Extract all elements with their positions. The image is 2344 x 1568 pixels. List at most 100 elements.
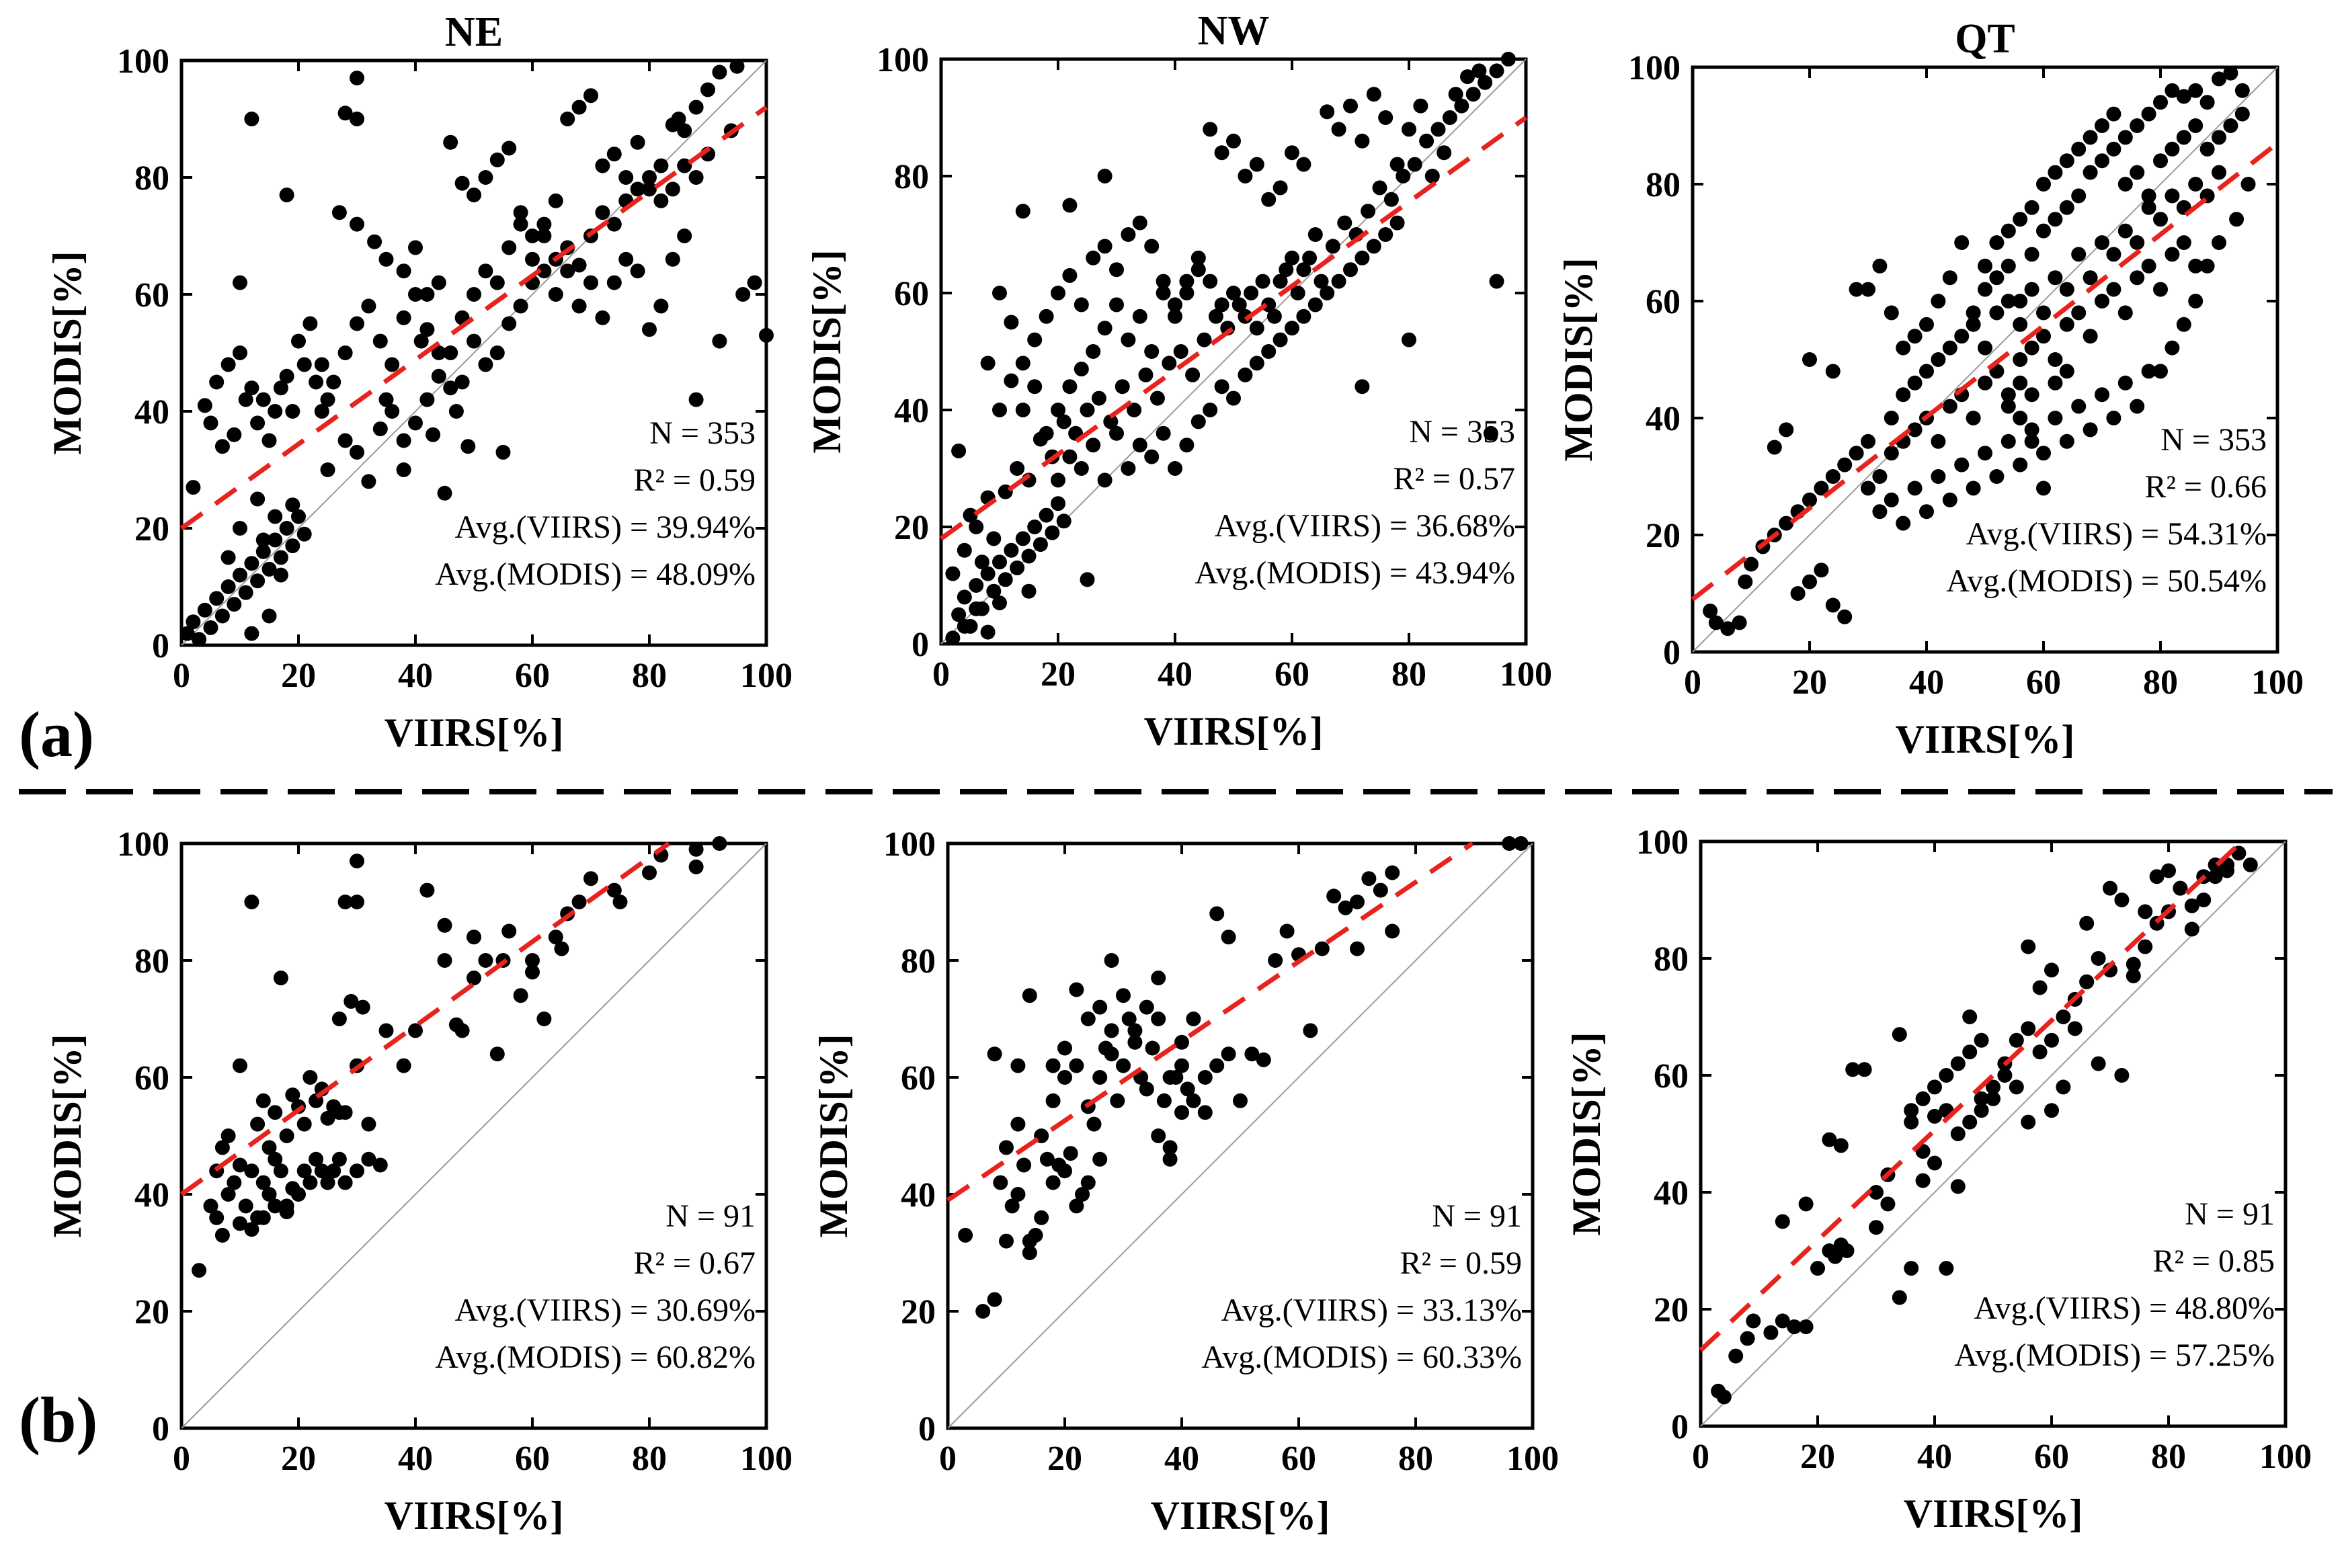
data-point [2126,956,2141,972]
data-point [1907,481,1923,496]
data-point [969,578,984,593]
data-point [1238,367,1253,382]
data-point [1839,1243,1855,1258]
data-point [1763,1325,1779,1340]
data-point [1355,250,1370,265]
data-point [1703,604,1718,619]
y-axis-label: MODIS[%] [811,1034,856,1237]
data-point [642,322,657,337]
data-point [1045,1175,1061,1190]
data-point [203,1198,218,1214]
data-point [443,380,458,396]
data-point [1314,274,1329,289]
data-point [1162,1070,1178,1085]
data-point [1285,145,1299,161]
data-point [2059,200,2074,215]
data-point [1180,1081,1195,1097]
y-tick-label: 40 [894,392,929,430]
data-point [1086,250,1101,265]
data-point [419,287,435,302]
data-point [2071,305,2087,321]
data-point [2024,422,2039,438]
data-point [2176,235,2191,250]
data-point [2059,364,2074,379]
data-point [1110,1093,1125,1108]
data-point [1296,157,1311,172]
data-point [2165,141,2180,157]
data-point [1279,262,1294,278]
data-point [980,624,996,640]
data-point [513,298,528,314]
data-point [653,158,669,173]
stats-line: R² = 0.66 [2145,469,2267,505]
data-point [1156,274,1171,289]
data-point [1039,425,1054,441]
data-point [1740,1331,1755,1346]
data-point [1069,1058,1084,1073]
data-point [2024,282,2039,297]
data-point [606,147,622,162]
data-point [1849,446,1864,461]
data-point [729,58,745,74]
data-point [2036,177,2051,192]
data-point [2059,317,2074,332]
data-point [448,404,464,419]
data-point [1825,364,1841,379]
stats-line: N = 91 [2185,1196,2275,1232]
data-point [279,521,294,536]
data-point [1350,941,1365,956]
data-point [1302,250,1318,265]
data-point [1307,297,1323,313]
data-point [1197,1070,1213,1085]
data-point [1502,836,1517,851]
data-point [1989,270,2005,286]
data-point [1880,1196,1896,1212]
data-point [261,1187,277,1202]
x-tick-label: 80 [1398,1440,1433,1478]
data-point [712,333,727,349]
data-point [273,1163,288,1179]
data-point [1798,1196,1814,1212]
data-point [1950,1179,1966,1194]
one-to-one-line [181,843,767,1429]
regression-fit-line [179,841,671,1196]
data-point [2188,258,2204,274]
x-tick-label: 0 [173,657,190,695]
data-point [1825,469,1841,484]
data-point [1139,999,1154,1015]
data-point [1872,258,1888,274]
x-tick-label: 60 [2034,1438,2069,1476]
data-point [1966,481,1981,496]
data-point [1738,574,1753,589]
data-point [1197,1105,1213,1120]
data-point [2059,153,2074,169]
data-point [1978,340,1992,356]
data-point [454,175,470,191]
data-point [1080,572,1095,587]
data-point [2032,980,2048,995]
data-point [2083,422,2098,438]
data-point [688,99,704,115]
data-point [2149,869,2165,884]
data-point [688,859,704,874]
data-point [1989,235,2005,250]
data-point [1022,1233,1037,1249]
y-tick-label: 40 [134,1176,169,1214]
data-point [1151,971,1166,986]
data-point [2165,247,2180,262]
data-point [975,1304,991,1319]
data-point [1016,1157,1032,1173]
data-point [501,923,517,939]
data-point [273,971,288,986]
data-point [583,88,598,104]
data-point [1162,1151,1178,1167]
data-point [1272,274,1288,289]
data-point [214,1227,230,1243]
data-point [1214,297,1229,313]
data-point [1244,1046,1260,1062]
data-point [1373,882,1388,898]
x-axis-label: VIIRS[%] [1904,1491,2083,1536]
data-point [1091,390,1106,406]
regression-fit-line [946,841,1474,1202]
data-point [320,1110,335,1126]
